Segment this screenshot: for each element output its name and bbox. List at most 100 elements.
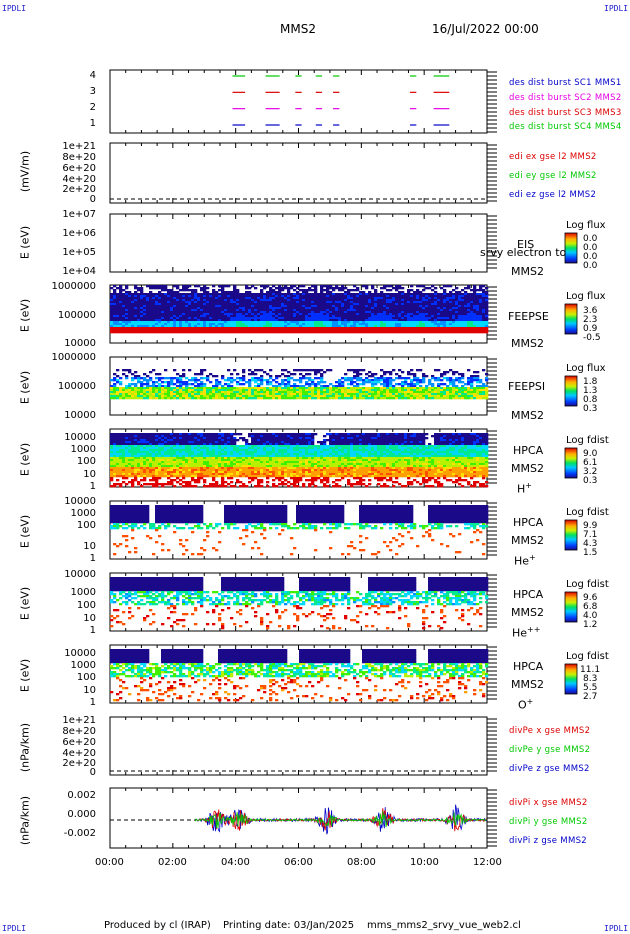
feepse-spectrogram-cell <box>257 305 261 308</box>
feepse-spectrogram-cell <box>140 315 144 318</box>
feepse-spectrogram-cell <box>344 311 348 314</box>
feepse-spectrogram-cell <box>125 323 129 326</box>
feepse-spectrogram-cell <box>212 323 216 326</box>
feepse-spectrogram-cell <box>401 303 405 306</box>
hpca-h-spectrogram-cell <box>122 481 126 484</box>
feepse-spectrogram-cell <box>278 297 282 300</box>
feepse-spectrogram-cell <box>215 309 219 312</box>
feepse-spectrogram-cell <box>272 319 276 322</box>
feepse-spectrogram-cell <box>161 313 165 316</box>
feepse-spectrogram-cell <box>437 311 441 314</box>
feepse-spectrogram-cell <box>284 295 288 298</box>
feepse-spectrogram-cell <box>302 295 306 298</box>
feepse-spectrogram-cell <box>437 323 441 326</box>
feepse-spectrogram-cell <box>401 315 405 318</box>
feepsi-spectrogram-cell <box>131 397 135 400</box>
feepse-spectrogram-cell <box>203 301 207 304</box>
feepse-spectrogram-cell <box>395 303 399 306</box>
feepsi-spectrogram-cell <box>230 393 234 396</box>
feepse-spectrogram-cell <box>113 313 117 316</box>
feepsi-spectrogram-cell <box>275 381 279 384</box>
feepsi-spectrogram-cell <box>146 389 150 392</box>
feepsi-spectrogram-cell <box>236 395 240 398</box>
hpca-h-spectrogram-cell <box>122 433 126 436</box>
feepse-spectrogram-cell <box>203 317 207 320</box>
feepse-spectrogram-cell <box>239 309 243 312</box>
feepse-spectrogram-cell <box>383 301 387 304</box>
feepse-spectrogram-cell <box>236 329 240 332</box>
feepsi-spectrogram-cell <box>311 381 315 384</box>
feepse-spectrogram-cell <box>110 317 114 320</box>
feepse-spectrogram-cell <box>476 319 480 322</box>
feepse-spectrogram-cell <box>293 309 297 312</box>
feepse-spectrogram-cell <box>410 313 414 316</box>
feepse-spectrogram-cell <box>125 329 129 332</box>
feepsi-spectrogram-cell <box>350 391 354 394</box>
feepsi-spectrogram-cell <box>149 389 153 392</box>
feepse-spectrogram-cell <box>362 319 366 322</box>
feepsi-spectrogram-cell <box>374 395 378 398</box>
feepse-spectrogram-cell <box>296 287 300 290</box>
feepsi-spectrogram-cell <box>185 395 189 398</box>
feepsi-spectrogram-cell <box>245 397 249 400</box>
feepse-spectrogram-cell <box>248 301 252 304</box>
feepse-spectrogram-cell <box>392 329 396 332</box>
feepse-spectrogram-cell <box>239 315 243 318</box>
feepse-spectrogram-cell <box>440 295 444 298</box>
feepse-spectrogram-cell <box>119 303 123 306</box>
feepsi-spectrogram-cell <box>272 387 276 390</box>
feepsi-spectrogram-cell <box>116 397 120 400</box>
feepse-spectrogram-cell <box>215 321 219 324</box>
feepsi-spectrogram-cell <box>476 391 480 394</box>
feepse-spectrogram-cell <box>446 325 450 328</box>
feepse-spectrogram-cell <box>341 297 345 300</box>
feepsi-spectrogram-cell <box>338 381 342 384</box>
feepsi-spectrogram-cell <box>317 397 321 400</box>
feepse-spectrogram-cell <box>434 303 438 306</box>
feepsi-spectrogram-cell <box>296 389 300 392</box>
feepse-spectrogram-cell <box>251 325 255 328</box>
feepsi-spectrogram-cell <box>290 385 294 388</box>
feepse-spectrogram-cell <box>254 307 258 310</box>
feepsi-spectrogram-cell <box>137 389 141 392</box>
hpca-h-spectrogram-cell <box>116 443 120 446</box>
feepsi-spectrogram-cell <box>413 391 417 394</box>
feepsi-spectrogram-cell <box>350 381 354 384</box>
feepse-spectrogram-cell <box>113 311 117 314</box>
feepse-spectrogram-cell <box>308 309 312 312</box>
hpca-h-spectrogram-cell <box>134 465 138 468</box>
feepse-spectrogram-cell <box>362 323 366 326</box>
feepse-spectrogram-cell <box>422 299 426 302</box>
feepsi-spectrogram-cell <box>374 383 378 386</box>
feepse-spectrogram-cell <box>461 313 465 316</box>
feepse-spectrogram-cell <box>221 289 225 292</box>
feepse-spectrogram-cell <box>248 307 252 310</box>
feepsi-spectrogram-cell <box>188 383 192 386</box>
feepsi-spectrogram-cell <box>476 389 480 392</box>
feepse-spectrogram-cell <box>419 313 423 316</box>
feepsi-spectrogram-cell <box>272 395 276 398</box>
feepse-spectrogram-cell <box>188 303 192 306</box>
feepse-spectrogram-cell <box>380 311 384 314</box>
feepse-spectrogram-cell <box>335 293 339 296</box>
feepse-spectrogram-cell <box>284 311 288 314</box>
feepse-spectrogram-cell <box>152 295 156 298</box>
feepse-spectrogram-cell <box>446 293 450 296</box>
feepse-spectrogram-cell <box>437 321 441 324</box>
feepsi-spectrogram-cell <box>137 397 141 400</box>
feepse-spectrogram-cell <box>398 309 402 312</box>
feepsi-spectrogram-cell <box>143 397 147 400</box>
feepse-spectrogram-cell <box>440 297 444 300</box>
feepse-spectrogram-cell <box>389 305 393 308</box>
feepse-spectrogram-cell <box>464 321 468 324</box>
feepse-spectrogram-cell <box>140 327 144 330</box>
feepsi-spectrogram-cell <box>254 373 258 376</box>
feepsi-spectrogram-cell <box>362 387 366 390</box>
feepsi-spectrogram-cell <box>197 385 201 388</box>
feepse-spectrogram-cell <box>479 287 483 290</box>
feepse-spectrogram-cell <box>470 295 474 298</box>
feepse-spectrogram-cell <box>410 309 414 312</box>
feepse-spectrogram-cell <box>296 291 300 294</box>
feepse-spectrogram-cell <box>212 317 216 320</box>
feepsi-spectrogram-cell <box>137 377 141 380</box>
